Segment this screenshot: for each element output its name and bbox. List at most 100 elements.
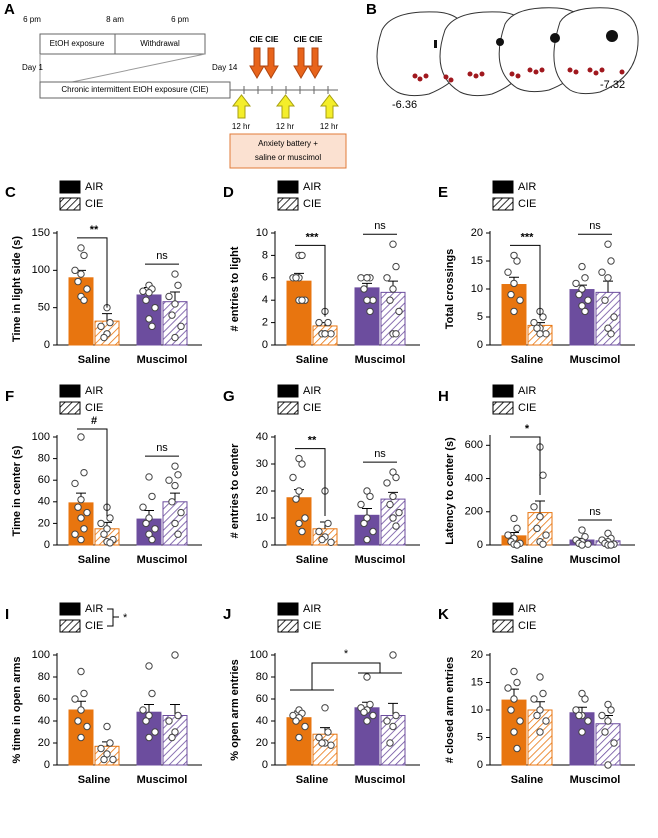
data-point <box>530 695 538 703</box>
data-point <box>536 673 544 681</box>
y-tick-label: 10 <box>256 512 268 524</box>
data-point <box>106 514 114 522</box>
significance: ns <box>589 506 601 518</box>
y-tick-label: 0 <box>44 759 50 771</box>
panel-letter: E <box>438 184 448 201</box>
y-tick-label: 100 <box>32 264 50 276</box>
y-tick-label: 20 <box>38 517 50 529</box>
data-point <box>324 519 332 528</box>
data-point <box>510 728 518 736</box>
data-point <box>171 270 179 278</box>
legend-label: AIR <box>518 181 536 193</box>
significance-bracket <box>295 448 326 517</box>
ventricles <box>434 30 618 48</box>
data-point <box>292 495 300 503</box>
data-point <box>327 330 335 338</box>
data-point <box>389 468 397 476</box>
data-point <box>530 318 538 327</box>
error-bar <box>170 291 180 302</box>
x-tick-label: Muscimol <box>570 774 621 786</box>
data-point <box>598 711 606 720</box>
data-point <box>357 274 365 282</box>
data-point <box>71 530 79 538</box>
data-point <box>80 296 88 304</box>
bar <box>68 277 94 346</box>
legend-swatch <box>277 619 299 633</box>
data-point <box>301 514 309 522</box>
data-point <box>168 311 176 319</box>
panel-letter: H <box>438 388 449 405</box>
data-point <box>106 739 114 747</box>
x-tick-label: Saline <box>78 554 110 566</box>
legend-label: AIR <box>303 181 321 193</box>
error-bar <box>362 508 372 516</box>
data-point <box>103 722 111 731</box>
data-point <box>542 717 550 725</box>
y-tick-label: 6 <box>262 272 268 284</box>
data-point <box>516 296 524 304</box>
significance: ns <box>589 220 601 232</box>
data-point <box>177 322 185 331</box>
y-tick-label: 80 <box>38 453 50 465</box>
y-tick-label: 80 <box>256 671 268 683</box>
data-point <box>145 315 153 323</box>
x-tick-label: Saline <box>78 354 110 366</box>
data-point <box>507 290 515 299</box>
y-tick-label: 10 <box>471 704 483 716</box>
y-tick-label: 40 <box>256 715 268 727</box>
data-point <box>363 274 371 282</box>
legend-label: CIE <box>303 198 321 210</box>
significance-bracket <box>510 436 541 495</box>
y-tick-label: 0 <box>44 339 50 351</box>
ap-coordinate: -6.36 <box>392 99 417 111</box>
y-tick-label: 40 <box>256 431 268 443</box>
legend-label: CIE <box>518 402 536 414</box>
data-point <box>383 717 391 725</box>
data-point <box>77 535 85 544</box>
panel-b: B -6.36 -7.32 <box>366 1 639 111</box>
legend-swatch <box>59 384 81 398</box>
data-point <box>318 535 326 544</box>
data-point <box>366 307 374 316</box>
y-tick-label: 15 <box>471 676 483 688</box>
phase-box <box>39 33 206 55</box>
x-tick-label: Muscimol <box>137 354 188 366</box>
interval-label: 12 hr <box>276 122 295 131</box>
data-point <box>315 733 323 742</box>
panel-letter: F <box>5 388 14 405</box>
data-point <box>363 673 371 681</box>
legend-label: AIR <box>85 603 103 615</box>
significance: ** <box>308 435 317 447</box>
data-point <box>324 318 332 327</box>
data-point <box>536 706 544 714</box>
significance-bracket <box>510 244 541 317</box>
y-tick-label: 40 <box>38 496 50 508</box>
data-point <box>607 330 615 338</box>
data-point <box>80 468 88 477</box>
data-point <box>145 662 153 670</box>
data-point <box>174 471 182 479</box>
data-point <box>295 519 303 528</box>
legend-label: CIE <box>85 402 103 414</box>
legend-label: CIE <box>303 620 321 632</box>
data-point <box>395 508 403 517</box>
data-point <box>539 471 547 479</box>
data-point <box>100 333 108 342</box>
y-tick-label: 8 <box>262 249 268 261</box>
data-point <box>139 706 147 714</box>
data-point <box>513 744 521 753</box>
data-point <box>74 277 82 286</box>
data-point <box>357 500 365 509</box>
data-point <box>151 728 159 736</box>
y-tick-label: 20 <box>256 737 268 749</box>
data-point <box>369 296 377 304</box>
y-tick-label: 5 <box>477 311 483 323</box>
legend-swatch <box>492 180 514 194</box>
group-bracket <box>290 662 402 691</box>
data-point <box>151 303 159 312</box>
x-tick-label: Muscimol <box>137 554 188 566</box>
data-point <box>604 717 612 725</box>
y-tick-label: 0 <box>262 339 268 351</box>
day-label: Day 14 <box>212 63 238 72</box>
